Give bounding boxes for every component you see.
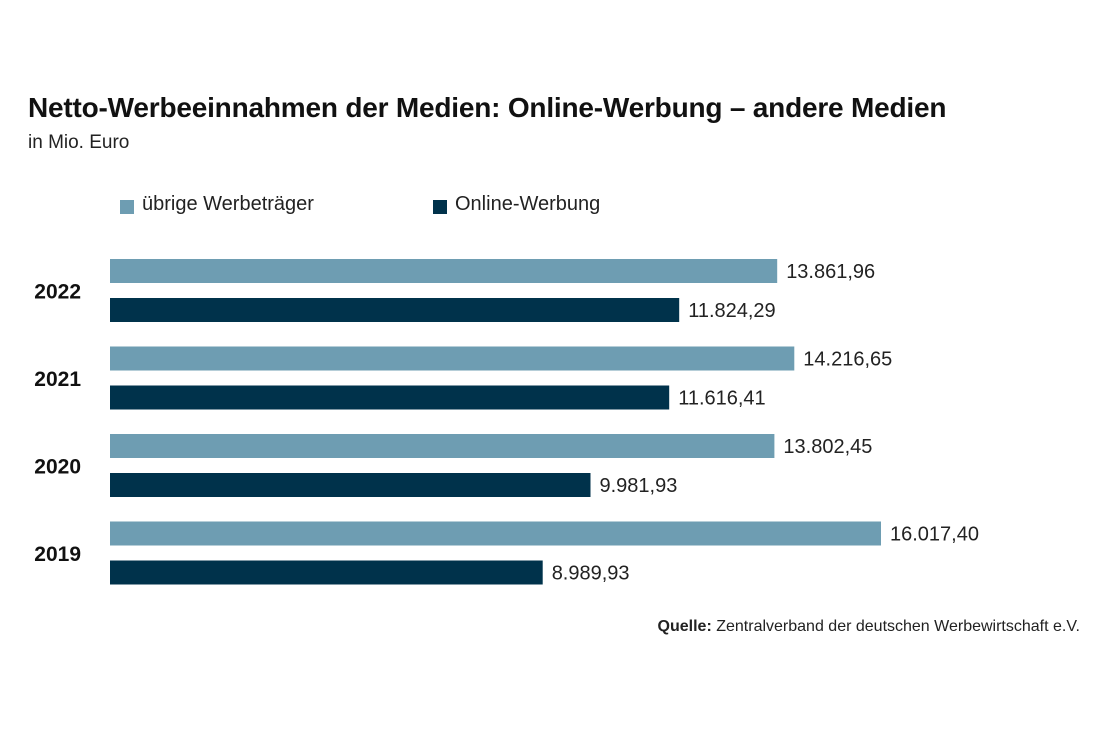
- data-label-online-werbung-2019: 8.989,93: [552, 563, 630, 585]
- data-label-online-werbung-2021: 11.616,41: [678, 388, 766, 410]
- bar-online-werbung-2020: [110, 473, 591, 497]
- data-label-uebrige-werbetraeger-2019: 16.017,40: [890, 524, 979, 546]
- legend-swatch-online-werbung: [433, 199, 447, 214]
- legend-item-uebrige-werbetraeger: übrige Werbeträger: [120, 193, 314, 216]
- bar-uebrige-werbetraeger-2021: [110, 346, 795, 371]
- legend-swatch-uebrige-werbetraeger: [120, 199, 134, 214]
- source-label: Quelle:: [657, 618, 712, 635]
- category-label-2019: 2019: [34, 543, 81, 566]
- data-label-online-werbung-2020: 9.981,93: [600, 475, 678, 497]
- category-label-2022: 2022: [34, 281, 81, 304]
- bar-uebrige-werbetraeger-2022: [110, 259, 778, 283]
- bar-online-werbung-2019: [110, 560, 543, 585]
- category-label-2021: 2021: [34, 368, 81, 391]
- source-note: Quelle: Zentralverband der deutschen Wer…: [658, 618, 1080, 636]
- category-label-2020: 2020: [34, 456, 81, 479]
- legend-label-online-werbung: Online-Werbung: [455, 193, 601, 215]
- source-text: Zentralverband der deutschen Werbewirtsc…: [716, 618, 1080, 635]
- data-label-uebrige-werbetraeger-2020: 13.802,45: [783, 436, 872, 458]
- legend-label-uebrige-werbetraeger: übrige Werbeträger: [142, 193, 314, 215]
- data-label-uebrige-werbetraeger-2022: 13.861,96: [786, 261, 875, 283]
- chart-title: Netto-Werbeeinnahmen der Medien: Online-…: [28, 92, 947, 123]
- bar-online-werbung-2021: [110, 385, 670, 410]
- legend-item-online-werbung: Online-Werbung: [433, 193, 600, 216]
- bar-uebrige-werbetraeger-2019: [110, 521, 881, 546]
- bar-uebrige-werbetraeger-2020: [110, 434, 775, 458]
- data-label-online-werbung-2022: 11.824,29: [688, 300, 776, 322]
- data-label-uebrige-werbetraeger-2021: 14.216,65: [803, 349, 892, 371]
- bar-online-werbung-2022: [110, 298, 680, 322]
- chart-subtitle: in Mio. Euro: [28, 132, 130, 153]
